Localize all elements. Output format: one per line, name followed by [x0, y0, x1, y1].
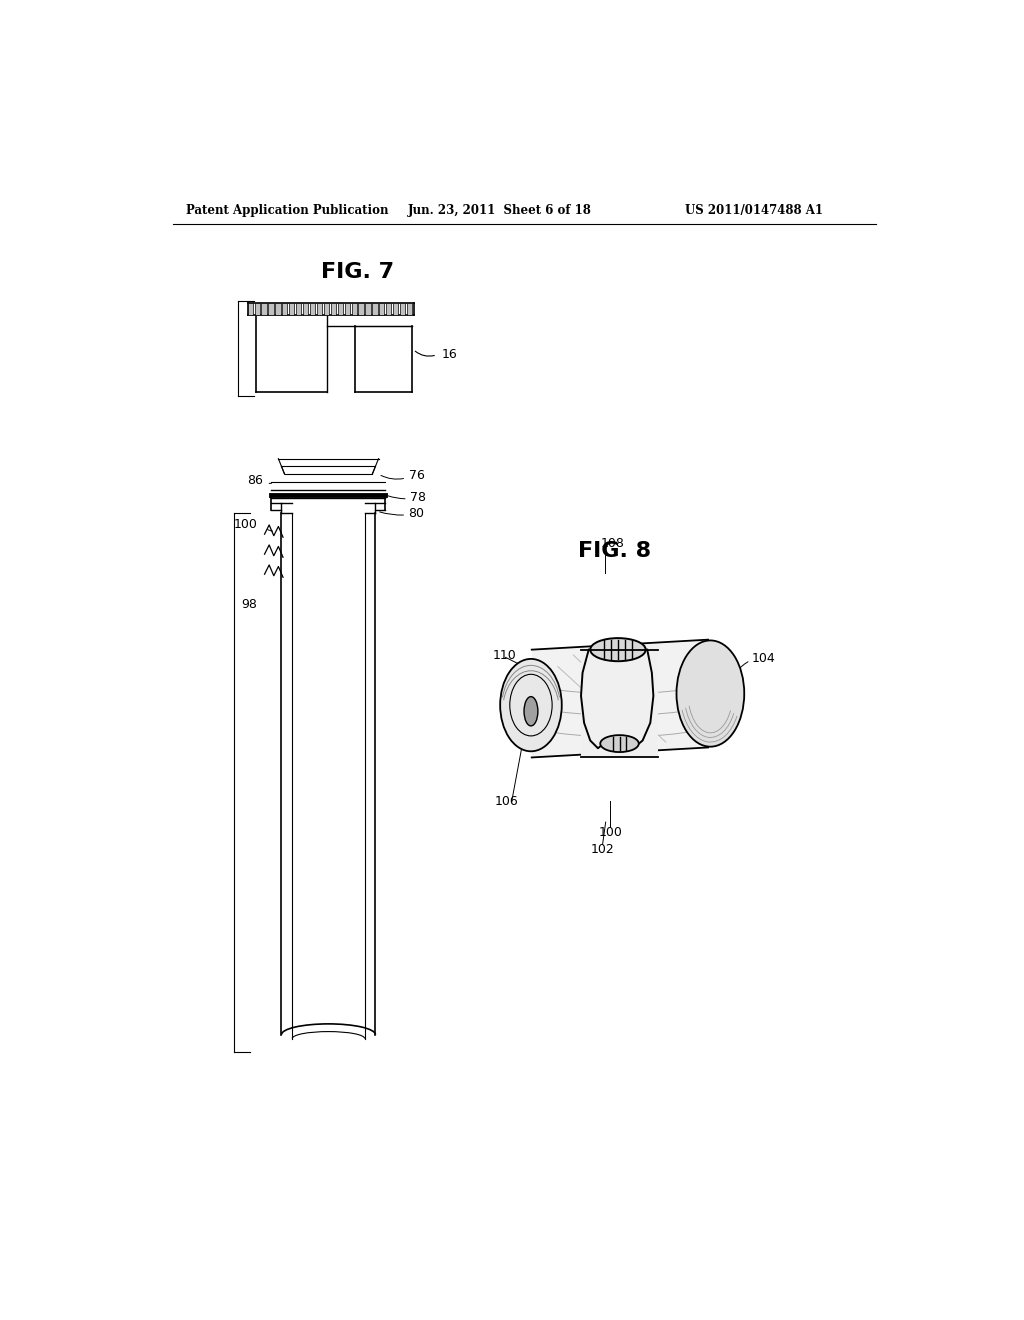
- Text: 16: 16: [441, 348, 458, 362]
- Bar: [255, 304, 260, 315]
- Bar: [296, 304, 301, 315]
- Polygon shape: [531, 640, 708, 758]
- Text: Patent Application Publication: Patent Application Publication: [186, 205, 388, 218]
- Bar: [393, 304, 398, 315]
- Text: 86: 86: [247, 474, 263, 487]
- Ellipse shape: [600, 735, 639, 752]
- Text: 76: 76: [409, 469, 424, 482]
- Bar: [310, 304, 315, 315]
- Bar: [261, 304, 266, 315]
- Bar: [289, 304, 294, 315]
- Ellipse shape: [524, 697, 538, 726]
- Bar: [366, 304, 371, 315]
- Bar: [275, 304, 281, 315]
- Bar: [386, 304, 391, 315]
- Text: 104: 104: [752, 652, 776, 665]
- Text: 108: 108: [600, 537, 625, 550]
- Text: 110: 110: [493, 648, 516, 661]
- Bar: [268, 304, 273, 315]
- Text: Jun. 23, 2011  Sheet 6 of 18: Jun. 23, 2011 Sheet 6 of 18: [408, 205, 592, 218]
- Text: 106: 106: [495, 795, 518, 808]
- Ellipse shape: [500, 659, 562, 751]
- Text: FIG. 7: FIG. 7: [322, 263, 394, 282]
- Bar: [379, 304, 384, 315]
- Bar: [373, 304, 378, 315]
- Text: FIG. 8: FIG. 8: [578, 541, 650, 561]
- Bar: [248, 304, 253, 315]
- Text: 100: 100: [233, 517, 258, 531]
- Ellipse shape: [677, 640, 744, 747]
- Text: 98: 98: [242, 598, 258, 611]
- Bar: [400, 304, 406, 315]
- Bar: [331, 304, 336, 315]
- Bar: [283, 304, 288, 315]
- Bar: [358, 304, 364, 315]
- Bar: [316, 304, 323, 315]
- Bar: [338, 304, 343, 315]
- Text: 100: 100: [598, 825, 623, 838]
- Bar: [581, 649, 658, 758]
- Text: US 2011/0147488 A1: US 2011/0147488 A1: [685, 205, 823, 218]
- Bar: [324, 304, 329, 315]
- Bar: [303, 304, 308, 315]
- Bar: [345, 304, 350, 315]
- Text: 78: 78: [410, 491, 426, 504]
- Text: 102: 102: [591, 843, 614, 857]
- Bar: [407, 304, 413, 315]
- Text: 80: 80: [409, 507, 425, 520]
- Ellipse shape: [590, 638, 646, 661]
- Bar: [351, 304, 356, 315]
